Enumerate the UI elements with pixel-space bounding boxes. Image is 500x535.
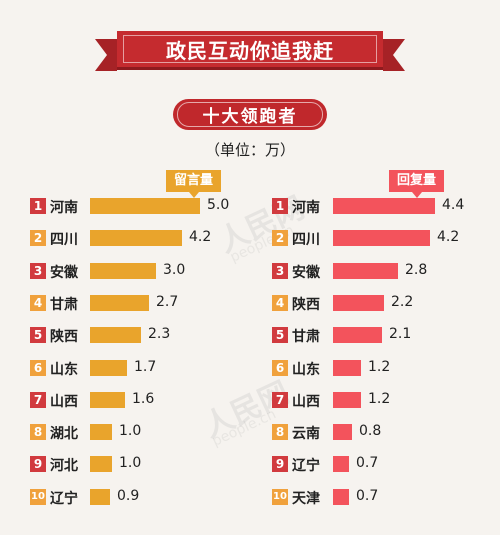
right-chart-title: 回复量 <box>389 170 445 198</box>
left-value-label: 1.7 <box>134 359 157 375</box>
left-region-label: 山东 <box>50 362 78 378</box>
left-rank-badge: 7 <box>30 392 46 408</box>
left-rank-badge: 6 <box>30 360 46 376</box>
left-region-label: 河北 <box>50 458 78 474</box>
left-bar <box>90 198 200 214</box>
left-value-label: 4.2 <box>189 229 212 245</box>
left-value-label: 1.6 <box>132 391 155 407</box>
left-bar <box>90 295 149 311</box>
right-region-label: 山西 <box>292 394 320 410</box>
right-value-label: 0.7 <box>356 455 379 471</box>
left-bar <box>90 263 156 279</box>
title-banner: 政民互动你追我赶 <box>95 31 405 71</box>
right-bar <box>333 295 384 311</box>
left-region-label: 陕西 <box>50 329 78 345</box>
right-region-label: 甘肃 <box>292 329 320 345</box>
right-region-label: 云南 <box>292 426 320 442</box>
subtitle: 十大领跑者 <box>202 107 298 127</box>
right-rank-badge: 4 <box>272 295 288 311</box>
unit-label: （单位：万） <box>204 141 295 159</box>
right-bar <box>333 230 430 246</box>
left-region-label: 河南 <box>50 200 78 216</box>
left-region-label: 湖北 <box>50 426 78 442</box>
left-rank-badge: 2 <box>30 230 46 246</box>
right-bar <box>333 198 435 214</box>
right-rank-badge: 3 <box>272 263 288 279</box>
right-bar <box>333 360 361 376</box>
left-rank-badge: 4 <box>30 295 46 311</box>
left-value-label: 1.0 <box>119 423 142 439</box>
left-rank-badge: 8 <box>30 424 46 440</box>
left-region-label: 辽宁 <box>50 491 78 507</box>
right-rank-badge: 6 <box>272 360 288 376</box>
right-bar <box>333 489 349 505</box>
subtitle-pill: 十大领跑者 <box>173 99 327 130</box>
left-bar <box>90 489 110 505</box>
left-value-label: 0.9 <box>117 488 140 504</box>
left-region-label: 甘肃 <box>50 297 78 313</box>
right-bar <box>333 456 349 472</box>
right-region-label: 天津 <box>292 491 320 507</box>
right-bar <box>333 424 352 440</box>
left-rank-badge: 3 <box>30 263 46 279</box>
right-bar <box>333 327 382 343</box>
left-bar <box>90 392 125 408</box>
right-rank-badge: 10 <box>272 489 288 505</box>
left-bar <box>90 424 112 440</box>
right-bar <box>333 263 398 279</box>
left-region-label: 山西 <box>50 394 78 410</box>
right-value-label: 1.2 <box>368 359 391 375</box>
right-region-label: 四川 <box>292 232 320 248</box>
left-bar <box>90 327 141 343</box>
left-value-label: 2.3 <box>148 326 171 342</box>
left-bar <box>90 360 127 376</box>
right-rank-badge: 7 <box>272 392 288 408</box>
right-value-label: 0.7 <box>356 488 379 504</box>
left-value-label: 5.0 <box>207 197 230 213</box>
right-value-label: 1.2 <box>368 391 391 407</box>
right-value-label: 2.1 <box>389 326 412 342</box>
right-rank-badge: 9 <box>272 456 288 472</box>
left-bar <box>90 456 112 472</box>
right-rank-badge: 1 <box>272 198 288 214</box>
right-region-label: 陕西 <box>292 297 320 313</box>
right-value-label: 4.2 <box>437 229 460 245</box>
left-bar <box>90 230 182 246</box>
left-chart-title: 留言量 <box>166 170 222 198</box>
right-bar <box>333 392 361 408</box>
left-value-label: 3.0 <box>163 262 186 278</box>
page-title: 政民互动你追我赶 <box>166 38 334 63</box>
right-value-label: 2.2 <box>391 294 414 310</box>
right-rank-badge: 5 <box>272 327 288 343</box>
left-value-label: 2.7 <box>156 294 179 310</box>
left-rank-badge: 10 <box>30 489 46 505</box>
right-value-label: 2.8 <box>405 262 428 278</box>
left-rank-badge: 1 <box>30 198 46 214</box>
right-value-label: 4.4 <box>442 197 465 213</box>
right-region-label: 辽宁 <box>292 458 320 474</box>
left-rank-badge: 5 <box>30 327 46 343</box>
right-rank-badge: 2 <box>272 230 288 246</box>
right-rank-badge: 8 <box>272 424 288 440</box>
left-rank-badge: 9 <box>30 456 46 472</box>
right-region-label: 山东 <box>292 362 320 378</box>
left-region-label: 四川 <box>50 232 78 248</box>
right-value-label: 0.8 <box>359 423 382 439</box>
right-region-label: 安徽 <box>292 265 320 281</box>
left-value-label: 1.0 <box>119 455 142 471</box>
right-region-label: 河南 <box>292 200 320 216</box>
left-region-label: 安徽 <box>50 265 78 281</box>
